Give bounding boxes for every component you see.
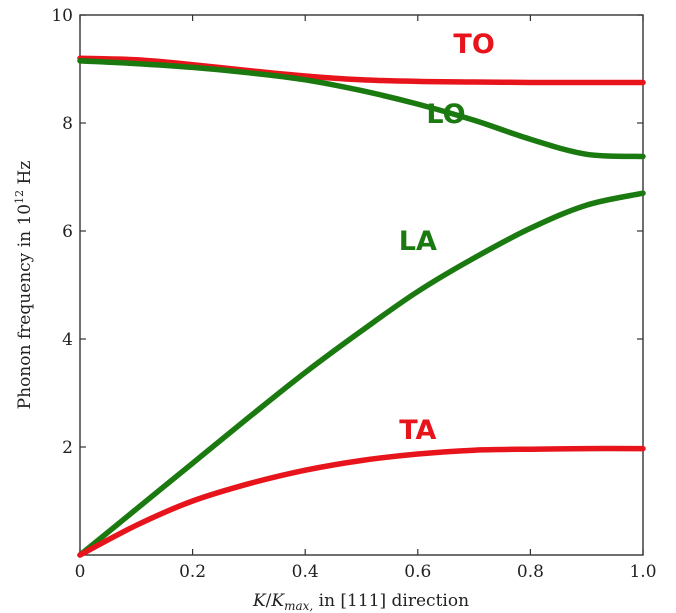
y-tick-label: 8 xyxy=(62,114,73,134)
y-tick-label: 6 xyxy=(62,222,73,242)
series-curve-la xyxy=(77,190,646,558)
x-tick-label: 1.0 xyxy=(629,562,656,582)
series-label-to: TO xyxy=(453,29,494,60)
y-tick-label: 4 xyxy=(62,330,73,350)
x-tick-label: 0.6 xyxy=(404,562,431,582)
y-tick-label: 10 xyxy=(51,6,73,26)
series-label-ta: TA xyxy=(399,415,436,446)
y-axis-ticks: 2 4 6 8 10 xyxy=(51,6,643,458)
x-tick-label: 0.4 xyxy=(292,562,319,582)
series-label-la: LA xyxy=(399,226,437,257)
series-curves xyxy=(77,55,646,558)
x-tick-label: 0.8 xyxy=(517,562,544,582)
series-curve-ta xyxy=(77,445,646,558)
series-label-lo: LO xyxy=(426,99,465,130)
y-tick-label: 2 xyxy=(62,438,73,458)
series-labels: TO LO LA TA xyxy=(399,29,495,446)
series-curve-lo xyxy=(77,58,646,160)
x-tick-label: 0 xyxy=(75,562,86,582)
plot-frame xyxy=(79,14,644,556)
x-axis-ticks: 0 0.2 0.4 0.6 0.8 1.0 xyxy=(75,15,657,582)
y-axis-label: Phonon frequency in 1012 Hz xyxy=(13,161,35,410)
series-curve-to xyxy=(77,55,646,86)
x-axis-label: K/Kmax, in [111] direction xyxy=(252,591,469,613)
x-tick-label: 0.2 xyxy=(179,562,206,582)
